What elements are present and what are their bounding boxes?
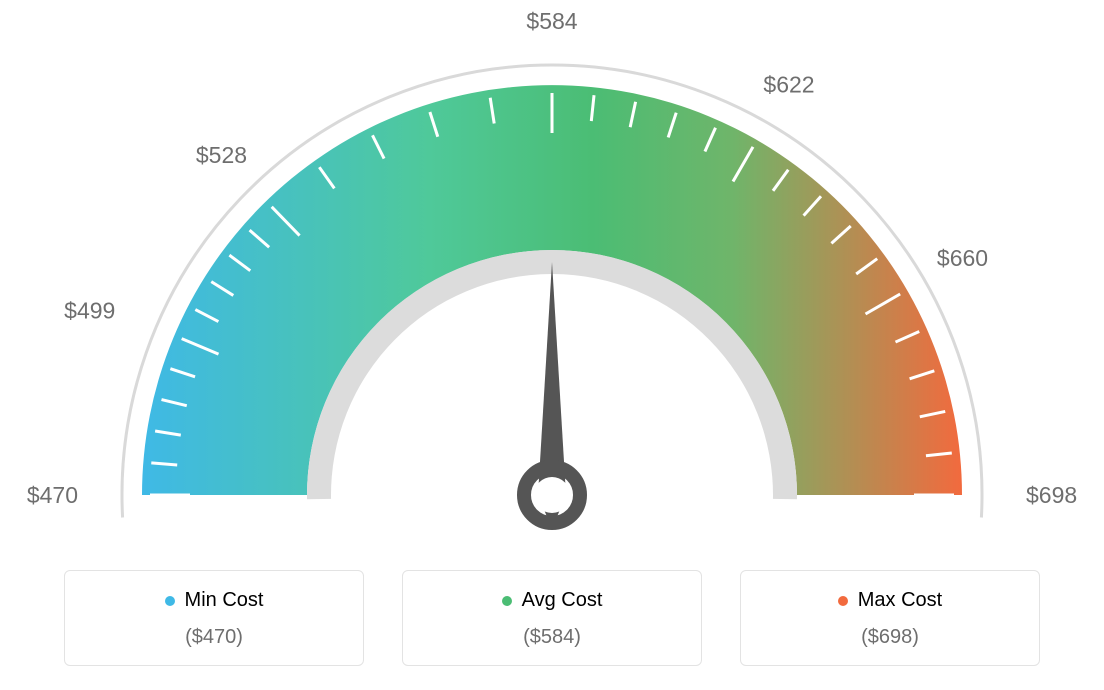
legend-card-1: Avg Cost ($584): [402, 570, 702, 666]
legend-label: Max Cost: [838, 589, 942, 612]
legend-row: Min Cost ($470) Avg Cost ($584) Max Cost ($69…: [0, 560, 1104, 666]
gauge-tick-label: $622: [763, 72, 814, 98]
gauge-svg: $470 $499 $528 $584 $622 $660 $698: [0, 0, 1104, 560]
legend-label-text: Min Cost: [185, 589, 264, 612]
legend-card-0: Min Cost ($470): [64, 570, 364, 666]
gauge-chart: $470 $499 $528 $584 $622 $660 $698: [0, 0, 1104, 560]
legend-card-2: Max Cost ($698): [740, 570, 1040, 666]
legend-label-text: Avg Cost: [522, 589, 603, 612]
legend-value: ($470): [65, 626, 363, 649]
legend-label: Min Cost: [165, 589, 264, 612]
gauge-needle-hub-inner: [534, 477, 570, 513]
gauge-tick-label: $528: [196, 142, 247, 168]
legend-dot-icon: [838, 596, 848, 606]
gauge-tick-label: $470: [27, 482, 78, 508]
legend-label: Avg Cost: [502, 589, 603, 612]
gauge-tick-label: $499: [64, 298, 115, 324]
gauge-tick-label: $698: [1026, 482, 1077, 508]
legend-label-text: Max Cost: [858, 589, 942, 612]
gauge-minor-tick: [151, 463, 177, 465]
gauge-tick-label: $660: [937, 245, 988, 271]
legend-dot-icon: [165, 596, 175, 606]
legend-dot-icon: [502, 596, 512, 606]
legend-value: ($584): [403, 626, 701, 649]
legend-value: ($698): [741, 626, 1039, 649]
gauge-tick-label: $584: [526, 8, 577, 34]
